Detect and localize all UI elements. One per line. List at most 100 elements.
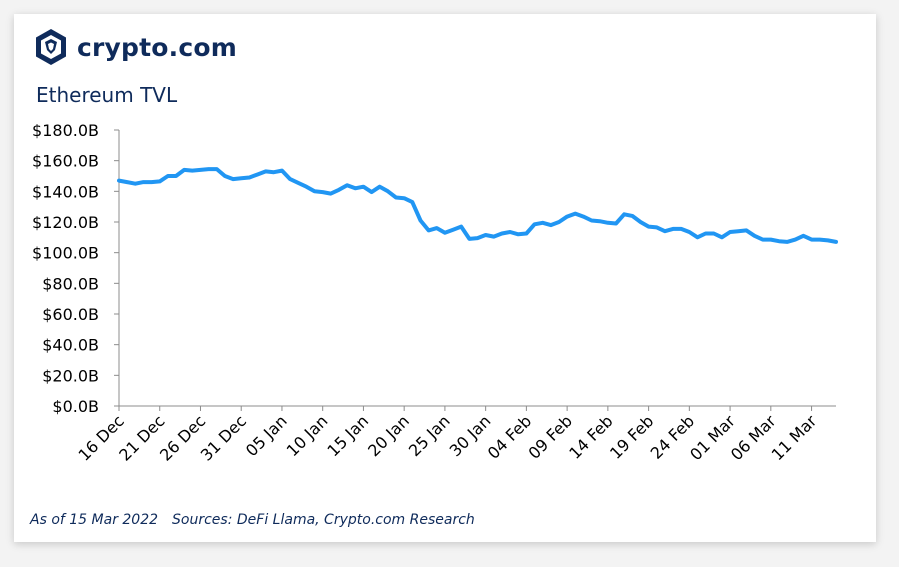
tvl-data-point [305,185,308,188]
crypto-com-lion-shield-icon [36,29,66,65]
tvl-data-point [728,230,732,234]
tvl-data-point [671,227,675,231]
tvl-data-point [533,223,536,226]
tvl-data-point [394,196,398,199]
tvl-data-point [769,238,772,241]
tvl-data-point [590,219,593,222]
tvl-data-point [337,188,341,191]
tvl-data-point [280,169,284,172]
tvl-data-point [142,180,145,184]
y-tick-label: $180.0B [32,121,99,140]
tvl-data-point [329,192,332,195]
tvl-data-point [345,184,349,187]
tvl-data-point [411,200,414,204]
tvl-data-point [500,232,504,235]
tvl-data-point [484,233,487,237]
tvl-data-point [419,219,422,222]
tvl-data-point [297,181,300,185]
tvl-data-point [321,190,324,194]
y-tick-label: $140.0B [32,182,99,201]
tvl-data-point [362,185,365,188]
tvl-data-point [354,187,357,190]
tvl-data-point [468,237,471,241]
tvl-data-point [623,213,626,216]
tvl-data-point [125,180,129,184]
tvl-data-point [647,225,650,228]
tvl-data-point [272,171,275,174]
tvl-data-point [655,226,658,229]
chart-card: crypto.com Ethereum TVL $180.0B $160.0B $1… [14,14,876,542]
x-tick-label: 05 Jan [242,411,291,460]
tvl-data-point [240,177,243,180]
tvl-data-point [818,238,821,241]
tvl-data-point [476,236,479,240]
tvl-data-point [378,185,381,188]
y-tick-label: $60.0B [42,305,99,324]
tvl-data-point [174,174,178,178]
tvl-line-chart: $180.0B $160.0B $140.0B $120.0B $100.0B $80.0… [32,121,838,465]
tvl-data-point [492,235,495,238]
y-tick-label: $40.0B [42,336,99,355]
x-tick-label: 14 Feb [565,411,616,462]
x-tick-label: 04 Feb [484,411,535,462]
tvl-data-point [256,173,259,176]
tvl-data-point [834,240,838,244]
x-tick-label: 20 Jan [364,411,413,460]
tvl-series-line [117,167,838,244]
tvl-data-point [688,230,691,234]
brand-header: crypto.com [34,28,237,66]
tvl-data-point [288,177,292,181]
tvl-data-point [549,223,552,227]
tvl-data-point [370,190,373,194]
tvl-data-point [517,233,520,236]
tvl-data-point [639,220,642,224]
tvl-data-point [614,222,618,225]
tvl-data-point [386,190,390,193]
y-tick-label: $100.0B [32,244,99,263]
tvl-data-point [631,214,634,218]
tvl-data-point [435,226,438,230]
brand-name: crypto.com [77,32,238,62]
y-tick-label: $80.0B [42,274,99,293]
tvl-data-point [134,182,137,185]
tvl-data-point [207,167,210,171]
y-axis: $180.0B $160.0B $140.0B $120.0B $100.0B $80.0… [32,121,119,416]
tvl-data-point [215,167,218,171]
tvl-data-point [443,231,447,234]
tvl-data-point [248,176,251,179]
chart-footer: As of 15 Mar 2022 Sources: DeFi Llama, Cr… [30,512,475,528]
x-tick-label: 19 Feb [606,411,657,462]
tvl-data-point [158,180,161,183]
x-tick-label: 15 Jan [323,411,372,460]
tvl-data-point [737,230,740,233]
tvl-data-point [745,229,748,232]
tvl-data-point [696,236,699,239]
tvl-data-point [460,225,463,228]
tvl-data-point [166,174,170,178]
tvl-data-point [680,227,683,231]
tvl-data-point [582,215,585,218]
tvl-data-point [557,220,561,224]
y-tick-label: $120.0B [32,213,99,232]
tvl-data-point [223,174,227,178]
tvl-data-point [826,239,830,242]
tvl-data-point [565,215,569,218]
x-tick-label: 31 Dec [197,411,250,464]
x-tick-label: 10 Jan [283,411,332,460]
tvl-data-point [508,230,512,234]
tvl-data-point [704,232,707,235]
chart-title: Ethereum TVL [36,83,178,107]
y-tick-label: $160.0B [32,152,99,171]
tvl-data-point [264,170,267,173]
sources-note: Sources: DeFi Llama, Crypto.com Research [172,512,475,528]
tvl-data-point [720,236,724,239]
tvl-data-point [231,177,235,181]
tvl-data-point [777,240,781,243]
y-tick-label: $0.0B [52,397,99,416]
tvl-data-point [451,228,455,231]
tvl-data-point [712,232,715,235]
tvl-data-point [427,229,430,232]
tvl-data-point [598,220,601,223]
tvl-data-point [606,221,610,224]
